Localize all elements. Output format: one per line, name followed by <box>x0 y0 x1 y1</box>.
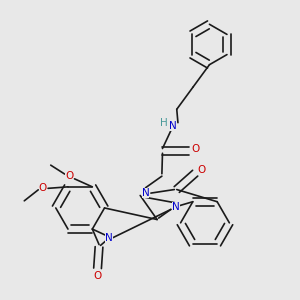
Text: O: O <box>192 144 200 154</box>
Text: H: H <box>160 118 168 128</box>
Text: O: O <box>198 165 206 175</box>
Text: O: O <box>39 183 47 193</box>
Text: N: N <box>105 233 112 243</box>
Text: N: N <box>172 202 180 212</box>
Text: N: N <box>169 121 177 130</box>
Text: N: N <box>142 188 149 198</box>
Text: O: O <box>93 271 102 281</box>
Text: O: O <box>65 171 73 182</box>
